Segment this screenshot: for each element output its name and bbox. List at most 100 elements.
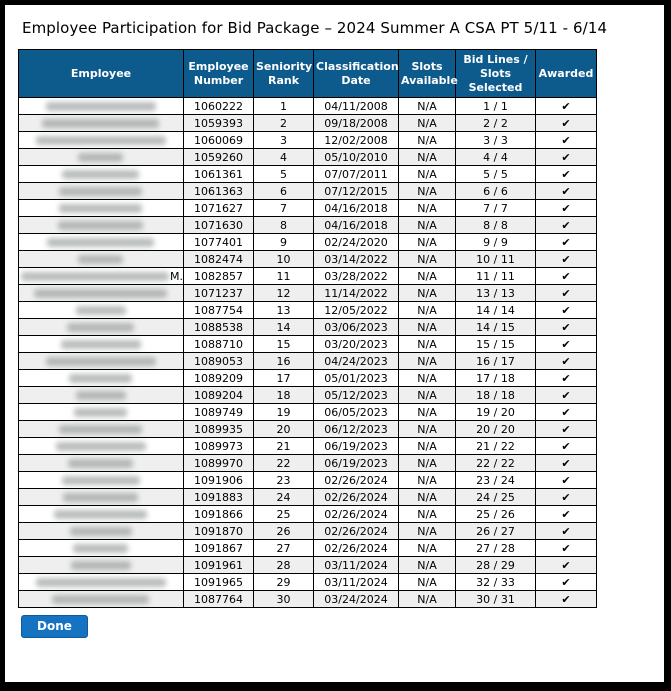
participation-table: Employee Employee Number Seniority Rank … bbox=[18, 48, 597, 609]
check-icon: ✔ bbox=[561, 507, 571, 521]
check-icon: ✔ bbox=[561, 133, 571, 147]
employee-name-cell bbox=[18, 284, 184, 303]
awarded-cell: ✔ bbox=[535, 437, 597, 456]
seniority-rank-cell: 3 bbox=[253, 131, 314, 150]
employee-name-redacted bbox=[59, 204, 142, 214]
table-row: 1091866 25 02/26/2024 N/A 25 / 26 ✔ bbox=[18, 505, 597, 524]
column-header-slots-available: Slots Available bbox=[398, 48, 458, 99]
employee-name-cell bbox=[18, 250, 184, 269]
awarded-cell: ✔ bbox=[535, 267, 597, 286]
table-row: 1071627 7 04/16/2018 N/A 7 / 7 ✔ bbox=[18, 199, 597, 218]
classification-date-cell: 03/06/2023 bbox=[313, 318, 399, 337]
employee-name-cell bbox=[18, 97, 184, 116]
slots-available-cell: N/A bbox=[398, 386, 456, 405]
employee-name-cell bbox=[18, 301, 184, 320]
employee-name-redacted bbox=[35, 578, 166, 588]
awarded-cell: ✔ bbox=[535, 386, 597, 405]
check-icon: ✔ bbox=[561, 558, 571, 572]
classification-date-cell: 05/10/2010 bbox=[313, 148, 399, 167]
slots-available-cell: N/A bbox=[398, 403, 456, 422]
slots-available-cell: N/A bbox=[398, 573, 456, 592]
awarded-cell: ✔ bbox=[535, 471, 597, 490]
done-button[interactable]: Done bbox=[21, 615, 88, 639]
check-icon: ✔ bbox=[561, 405, 571, 419]
page-title: Employee Participation for Bid Package –… bbox=[22, 19, 608, 37]
employee-name-redacted bbox=[35, 136, 166, 146]
table-row: 1059260 4 05/10/2010 N/A 4 / 4 ✔ bbox=[18, 148, 597, 167]
classification-date-cell: 02/26/2024 bbox=[313, 505, 399, 524]
awarded-cell: ✔ bbox=[535, 250, 597, 269]
seniority-rank-cell: 17 bbox=[253, 369, 314, 388]
employee-name-redacted bbox=[52, 595, 149, 605]
employee-name-redacted bbox=[59, 425, 142, 435]
employee-name-redacted bbox=[68, 459, 133, 469]
bid-lines-cell: 8 / 8 bbox=[455, 216, 536, 235]
seniority-rank-cell: 13 bbox=[253, 301, 314, 320]
employee-name-cell bbox=[18, 216, 184, 235]
check-icon: ✔ bbox=[561, 150, 571, 164]
bid-lines-cell: 15 / 15 bbox=[455, 335, 536, 354]
employee-number-cell: 1087764 bbox=[183, 590, 254, 609]
employee-name-cell bbox=[18, 437, 184, 456]
column-header-bid-lines: Bid Lines / Slots Selected bbox=[455, 48, 536, 99]
employee-number-cell: 1089749 bbox=[183, 403, 254, 422]
slots-available-cell: N/A bbox=[398, 114, 456, 133]
classification-date-cell: 06/05/2023 bbox=[313, 403, 399, 422]
bid-lines-cell: 19 / 20 bbox=[455, 403, 536, 422]
check-icon: ✔ bbox=[561, 422, 571, 436]
table-row: 1071630 8 04/16/2018 N/A 8 / 8 ✔ bbox=[18, 216, 597, 235]
employee-name-redacted bbox=[21, 272, 169, 281]
slots-available-cell: N/A bbox=[398, 539, 456, 558]
classification-date-cell: 02/24/2020 bbox=[313, 233, 399, 252]
bid-lines-cell: 2 / 2 bbox=[455, 114, 536, 133]
check-icon: ✔ bbox=[561, 490, 571, 504]
employee-name-cell bbox=[18, 556, 184, 575]
awarded-cell: ✔ bbox=[535, 148, 597, 167]
employee-number-cell: 1061363 bbox=[183, 182, 254, 201]
employee-name-redacted bbox=[69, 374, 132, 384]
classification-date-cell: 07/07/2011 bbox=[313, 165, 399, 184]
employee-number-cell: 1087754 bbox=[183, 301, 254, 320]
slots-available-cell: N/A bbox=[398, 522, 456, 541]
slots-available-cell: N/A bbox=[398, 505, 456, 524]
employee-name-redacted bbox=[78, 153, 123, 163]
bid-lines-cell: 9 / 9 bbox=[455, 233, 536, 252]
seniority-rank-cell: 21 bbox=[253, 437, 314, 456]
check-icon: ✔ bbox=[561, 252, 571, 266]
table-row: 1091883 24 02/26/2024 N/A 24 / 25 ✔ bbox=[18, 488, 597, 507]
employee-name-cell bbox=[18, 148, 184, 167]
bid-lines-cell: 14 / 14 bbox=[455, 301, 536, 320]
employee-name-redacted bbox=[62, 170, 139, 180]
slots-available-cell: N/A bbox=[398, 131, 456, 150]
slots-available-cell: N/A bbox=[398, 488, 456, 507]
bid-lines-cell: 14 / 15 bbox=[455, 318, 536, 337]
employee-name-redacted bbox=[61, 476, 140, 486]
employee-number-cell: 1091866 bbox=[183, 505, 254, 524]
employee-name-redacted bbox=[42, 119, 159, 129]
table-row: 1089209 17 05/01/2023 N/A 17 / 18 ✔ bbox=[18, 369, 597, 388]
employee-name-redacted bbox=[75, 391, 126, 401]
employee-number-cell: 1089973 bbox=[183, 437, 254, 456]
table-row: 1091961 28 03/11/2024 N/A 28 / 29 ✔ bbox=[18, 556, 597, 575]
table-header-row: Employee Employee Number Seniority Rank … bbox=[18, 48, 597, 99]
bid-lines-cell: 7 / 7 bbox=[455, 199, 536, 218]
classification-date-cell: 02/26/2024 bbox=[313, 522, 399, 541]
bid-lines-cell: 17 / 18 bbox=[455, 369, 536, 388]
employee-number-cell: 1089053 bbox=[183, 352, 254, 371]
bid-lines-cell: 27 / 28 bbox=[455, 539, 536, 558]
classification-date-cell: 12/02/2008 bbox=[313, 131, 399, 150]
table-row: 1089973 21 06/19/2023 N/A 21 / 22 ✔ bbox=[18, 437, 597, 456]
classification-date-cell: 03/14/2022 bbox=[313, 250, 399, 269]
classification-date-cell: 06/19/2023 bbox=[313, 437, 399, 456]
awarded-cell: ✔ bbox=[535, 114, 597, 133]
employee-name-cell bbox=[18, 199, 184, 218]
classification-date-cell: 04/16/2018 bbox=[313, 199, 399, 218]
employee-name-suffix: M. bbox=[170, 270, 183, 283]
employee-name-redacted bbox=[45, 102, 156, 112]
employee-name-cell bbox=[18, 369, 184, 388]
awarded-cell: ✔ bbox=[535, 97, 597, 116]
classification-date-cell: 05/01/2023 bbox=[313, 369, 399, 388]
slots-available-cell: N/A bbox=[398, 352, 456, 371]
bid-lines-cell: 6 / 6 bbox=[455, 182, 536, 201]
